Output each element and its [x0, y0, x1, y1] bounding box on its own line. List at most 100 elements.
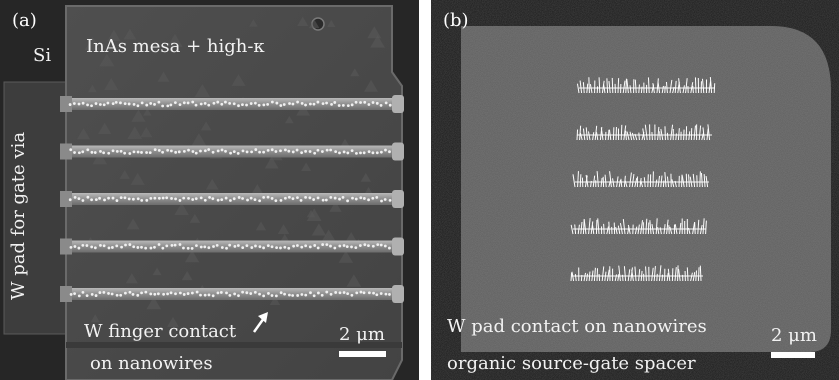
nanowire-dot — [371, 244, 375, 248]
nanowire-dot — [388, 246, 391, 250]
nanowire — [651, 267, 654, 282]
nanowire — [701, 78, 705, 94]
nanowire — [634, 79, 637, 94]
nanowire — [695, 270, 698, 282]
nanowire — [653, 265, 656, 282]
nanowire-dot — [153, 148, 157, 152]
nanowire-dot — [69, 148, 73, 152]
nanowire — [639, 177, 642, 188]
nanowire — [657, 126, 660, 141]
nanowire-dot — [157, 148, 161, 152]
nanowire — [579, 132, 583, 141]
scale-bar-a — [339, 351, 386, 357]
nanowire-dot — [355, 291, 359, 295]
mesa-triangle — [360, 172, 372, 182]
mesa-triangle — [107, 29, 121, 42]
nanowire-dot — [220, 102, 224, 106]
nanowire-dot — [324, 198, 328, 202]
nanowire-dot — [346, 199, 349, 203]
nanowire-dot — [316, 291, 320, 295]
nanowire-dot — [338, 244, 342, 248]
mesa-triangle — [311, 223, 327, 236]
nanowire-dot — [94, 198, 98, 202]
nanowire-dot — [178, 243, 182, 246]
nanowire-dot — [241, 290, 244, 294]
nanowire-dot — [379, 243, 383, 247]
nanowire-dot — [354, 246, 358, 249]
nanowire-dot — [136, 150, 140, 154]
nanowire-dot — [296, 100, 299, 104]
nanowire-dot — [304, 103, 307, 107]
mesa-triangle — [200, 121, 212, 131]
nanowire-dot — [149, 102, 153, 105]
nanowire — [601, 80, 605, 94]
nanowire — [594, 125, 598, 141]
nanowire-dot — [161, 196, 165, 200]
nanowire-dot — [162, 292, 165, 296]
nanowire-dot — [270, 100, 274, 104]
nanowire-dot — [245, 244, 249, 248]
nanowire-dot — [308, 196, 312, 200]
nanowire — [577, 171, 579, 188]
nanowire — [617, 78, 620, 94]
nanowire-dot — [94, 294, 98, 297]
nanowire-dot — [190, 291, 194, 295]
nanowire-dot — [304, 149, 307, 153]
nanowire — [588, 77, 590, 94]
nanowire-dot — [351, 196, 354, 200]
nanowire-dot — [98, 103, 102, 106]
nanowire-dot — [308, 150, 312, 153]
nanowire — [603, 223, 605, 235]
nanowire-dot — [287, 246, 291, 250]
nanowire-dot — [212, 101, 216, 105]
nanowire — [694, 221, 696, 235]
nanowire-dot — [359, 101, 362, 104]
nanowire-dot — [354, 100, 358, 104]
nanowire — [612, 178, 615, 188]
nanowire-dot — [355, 151, 358, 155]
mesa-triangle — [249, 19, 258, 27]
mesa-triangle — [321, 229, 336, 242]
mesa-triangle — [255, 221, 267, 231]
nanowire-dot — [270, 294, 274, 297]
nanowire-dot — [254, 244, 257, 248]
nanowire-dot — [110, 292, 114, 296]
nanowire-dot — [388, 150, 391, 154]
nanowire-dot — [169, 103, 173, 107]
nanowire-dot — [173, 243, 177, 247]
nanowire-dot — [157, 100, 161, 104]
nanowire-dot — [258, 150, 261, 154]
nanowire-dot — [350, 293, 354, 297]
nanowire — [574, 224, 577, 235]
nanowire-dot — [119, 149, 123, 153]
nanowire — [692, 272, 696, 282]
panel-b-tag: (b) — [443, 10, 469, 31]
nanowire-dot — [191, 100, 195, 104]
w-pad-texture — [461, 26, 831, 352]
mesa-triangle — [370, 35, 385, 48]
nanowire-dot — [270, 245, 274, 249]
nanowire — [642, 128, 646, 141]
nanowire-dot — [241, 246, 245, 249]
nanowire-dot — [266, 148, 270, 152]
nanowire-dot — [68, 198, 72, 202]
nanowire-dot — [120, 245, 123, 249]
finger-tip — [392, 285, 404, 303]
mesa-triangle — [301, 162, 312, 172]
nanowire — [658, 265, 662, 282]
nanowire — [652, 83, 655, 94]
nanowire-dot — [287, 293, 291, 297]
nanowire — [666, 176, 670, 188]
nanowire-dot — [153, 292, 157, 296]
nanowire-dot — [245, 291, 249, 295]
nanowire-dot — [86, 195, 90, 199]
nanowire — [638, 269, 641, 282]
nanowire-dot — [316, 196, 320, 200]
nanowire-dot — [288, 102, 291, 105]
nanowire — [627, 269, 631, 282]
nanowire — [634, 226, 638, 235]
nanowire-dot — [68, 103, 72, 106]
nanowire — [607, 129, 610, 141]
nanowire-dot — [358, 244, 362, 247]
nanowire-dot — [161, 104, 165, 108]
